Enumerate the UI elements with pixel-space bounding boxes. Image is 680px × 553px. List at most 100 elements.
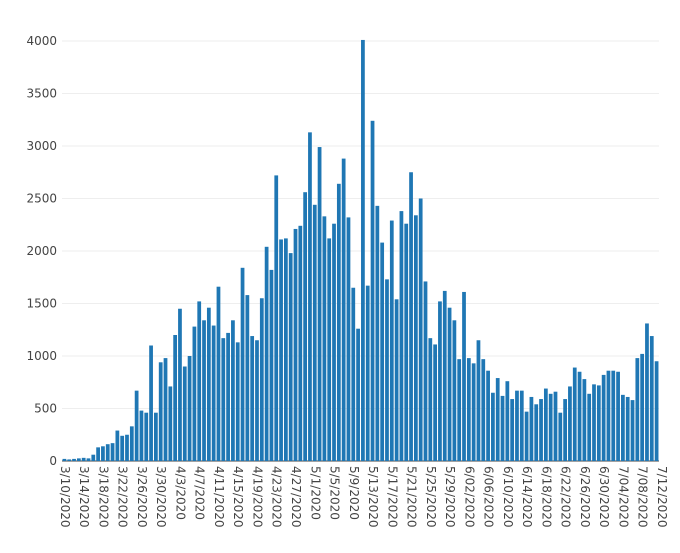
bar	[125, 434, 129, 461]
x-tick-label: 4/7/2020	[193, 466, 207, 520]
bar	[645, 323, 649, 461]
bar	[462, 291, 466, 461]
bar	[120, 435, 125, 461]
bar	[346, 217, 351, 461]
x-tick-label: 5/25/2020	[424, 466, 438, 528]
bar	[308, 132, 312, 461]
x-tick-label: 5/21/2020	[405, 466, 419, 528]
x-tick-label: 6/10/2020	[501, 466, 515, 528]
bar	[110, 443, 115, 461]
bar	[312, 204, 317, 462]
x-tick-label: 6/22/2020	[559, 466, 573, 528]
bar	[259, 298, 264, 461]
bar	[288, 253, 293, 461]
bar	[649, 336, 654, 461]
bar	[240, 267, 245, 461]
bar	[264, 246, 269, 461]
x-tick-label: 3/10/2020	[58, 466, 72, 528]
bar	[105, 444, 110, 461]
x-tick-label: 6/02/2020	[462, 466, 476, 528]
x-tick-label: 4/3/2020	[173, 466, 187, 520]
bar	[178, 308, 182, 461]
bar	[438, 301, 442, 461]
bar	[351, 287, 356, 461]
y-tick-label: 3000	[26, 139, 57, 153]
x-tick-label: 6/18/2020	[539, 466, 553, 528]
bar	[158, 362, 163, 461]
bar	[168, 386, 173, 461]
bar	[413, 215, 418, 461]
y-tick-label: 3500	[26, 87, 57, 101]
bar	[322, 216, 327, 461]
bar	[491, 392, 495, 461]
bar	[129, 426, 134, 461]
bar	[341, 158, 346, 461]
y-tick-label: 0	[49, 454, 57, 468]
bar	[187, 356, 192, 461]
bar	[447, 307, 452, 461]
bar	[317, 147, 322, 462]
x-axis: 3/10/2020 3/14/2020 3/18/2020 3/22/2020 3/26…	[58, 466, 669, 528]
bar	[457, 359, 462, 461]
bar	[211, 325, 216, 461]
bar	[255, 340, 259, 461]
bar	[356, 328, 360, 461]
x-tick-label: 7/04/2020	[616, 466, 630, 528]
bar	[163, 358, 168, 461]
y-tick-label: 4000	[26, 34, 57, 48]
x-tick-label: 4/27/2020	[289, 466, 303, 528]
bars	[62, 39, 659, 462]
bar	[524, 411, 529, 461]
x-tick-label: 5/29/2020	[443, 466, 457, 528]
bar	[654, 361, 659, 461]
bar	[274, 175, 279, 461]
bar	[154, 412, 158, 461]
bar	[139, 410, 144, 461]
gridlines	[62, 40, 659, 462]
bar	[621, 394, 625, 461]
bar	[173, 335, 178, 461]
x-tick-label: 3/22/2020	[116, 466, 130, 528]
x-tick-label: 3/14/2020	[77, 466, 91, 528]
x-tick-label: 5/13/2020	[366, 466, 380, 528]
bar	[481, 359, 486, 461]
bar	[394, 299, 399, 461]
bar	[279, 239, 283, 461]
bar	[250, 336, 255, 461]
bar	[269, 269, 274, 461]
x-tick-label: 6/26/2020	[578, 466, 592, 528]
y-tick-label: 1500	[26, 297, 57, 311]
bar	[563, 399, 567, 461]
bar	[226, 332, 230, 461]
bar	[625, 396, 630, 461]
bar	[389, 220, 394, 461]
bar	[519, 390, 524, 461]
bar	[197, 301, 202, 461]
bar	[293, 228, 298, 461]
bar	[91, 454, 96, 461]
bar	[423, 281, 428, 461]
bar	[231, 320, 235, 461]
bar	[149, 345, 153, 461]
y-tick-label: 2500	[26, 192, 57, 206]
x-tick-label: 7/12/2020	[655, 466, 669, 528]
y-tick-label: 500	[34, 402, 57, 416]
bar	[534, 404, 539, 461]
bar	[630, 400, 635, 461]
bar	[399, 211, 404, 461]
y-axis: 0 500 1000 1500 2000 2500 3000 3500 4000	[26, 34, 57, 468]
bar	[418, 198, 423, 461]
y-tick-label: 2000	[26, 244, 57, 258]
bar	[182, 366, 187, 461]
bar	[370, 120, 375, 462]
bar	[486, 370, 490, 461]
x-tick-label: 5/1/2020	[308, 466, 322, 520]
x-tick-label: 4/23/2020	[270, 466, 284, 528]
bar	[529, 396, 534, 461]
bar	[365, 285, 370, 461]
bar	[134, 390, 139, 461]
x-tick-label: 3/30/2020	[154, 466, 168, 528]
bar	[86, 458, 91, 461]
x-tick-label: 3/26/2020	[135, 466, 149, 528]
